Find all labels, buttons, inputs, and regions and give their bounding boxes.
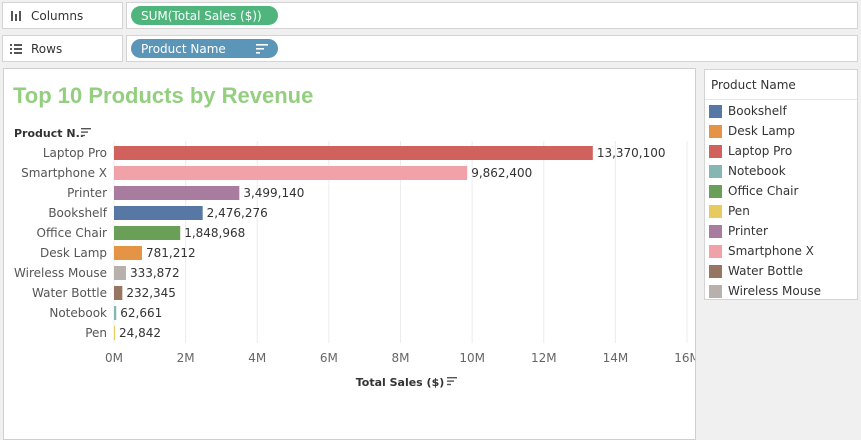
legend-item[interactable]: Wireless Mouse [709, 283, 821, 299]
value-label: 2,476,276 [207, 206, 268, 220]
bar[interactable] [114, 186, 240, 200]
bar[interactable] [114, 226, 181, 240]
value-label: 3,499,140 [243, 186, 304, 200]
rows-pill[interactable]: Product Name [131, 39, 278, 58]
bar[interactable] [114, 326, 115, 340]
category-label[interactable]: Smartphone X [21, 166, 107, 180]
x-tick-label: 2M [177, 351, 195, 365]
rows-shelf: Rows Product Name [0, 34, 861, 65]
x-axis-sort-icon[interactable] [447, 377, 457, 386]
bar[interactable] [114, 166, 468, 180]
value-label: 1,848,968 [184, 226, 245, 240]
x-tick-label: 8M [392, 351, 410, 365]
legend-item-label: Bookshelf [728, 104, 787, 118]
sort-descending-icon[interactable] [256, 44, 268, 54]
legend-swatch [709, 224, 722, 238]
legend-item[interactable]: Printer [709, 223, 768, 239]
category-label[interactable]: Water Bottle [32, 286, 107, 300]
legend-item-label: Smartphone X [728, 244, 814, 258]
legend-item[interactable]: Smartphone X [709, 243, 814, 259]
category-label[interactable]: Laptop Pro [43, 146, 107, 160]
x-tick-label: 12M [531, 351, 557, 365]
legend-item[interactable]: Desk Lamp [709, 123, 795, 139]
columns-shelf: Columns SUM(Total Sales ($)) [0, 0, 861, 31]
legend-swatch [709, 124, 722, 138]
legend-item-label: Notebook [728, 164, 786, 178]
legend-title: Product Name [711, 78, 796, 92]
x-tick-label: 16M [674, 351, 695, 365]
category-label[interactable]: Bookshelf [48, 206, 107, 220]
chart-title: Top 10 Products by Revenue [13, 83, 314, 108]
x-tick-label: 14M [603, 351, 629, 365]
category-label[interactable]: Pen [85, 326, 107, 340]
columns-pill[interactable]: SUM(Total Sales ($)) [131, 6, 278, 25]
columns-icon [11, 10, 21, 21]
legend-item[interactable]: Office Chair [709, 183, 798, 199]
value-label: 781,212 [146, 246, 196, 260]
value-label: 24,842 [119, 326, 161, 340]
category-label[interactable]: Office Chair [37, 226, 108, 240]
category-label[interactable]: Notebook [49, 306, 107, 320]
columns-drop-zone[interactable]: SUM(Total Sales ($)) [126, 2, 858, 29]
legend-item-label: Water Bottle [728, 264, 803, 278]
x-axis-title[interactable]: Total Sales ($) [356, 376, 445, 389]
y-axis-sort-icon[interactable] [81, 128, 91, 137]
category-label[interactable]: Printer [67, 186, 107, 200]
legend-item-label: Pen [728, 204, 750, 218]
legend-swatch [709, 264, 722, 278]
columns-pill-text: SUM(Total Sales ($)) [141, 8, 262, 23]
rows-drop-zone[interactable]: Product Name [126, 35, 858, 62]
x-tick-label: 10M [459, 351, 485, 365]
legend-item[interactable]: Bookshelf [709, 103, 787, 119]
x-tick-label: 6M [320, 351, 338, 365]
legend-divider [705, 99, 857, 100]
x-tick-label: 4M [248, 351, 266, 365]
legend-item[interactable]: Water Bottle [709, 263, 803, 279]
legend-item[interactable]: Notebook [709, 163, 786, 179]
value-label: 232,345 [126, 286, 176, 300]
y-axis-title[interactable]: Product N.. [14, 127, 84, 140]
legend-swatch [709, 104, 722, 118]
legend-item-label: Laptop Pro [728, 144, 793, 158]
legend-swatch [709, 144, 722, 158]
rows-icon [10, 43, 22, 54]
category-label[interactable]: Desk Lamp [40, 246, 107, 260]
bar[interactable] [114, 266, 126, 280]
legend-item-label: Wireless Mouse [728, 284, 821, 298]
value-label: 333,872 [130, 266, 180, 280]
color-legend: Product Name Bookshelf Desk Lamp Laptop Pr… [704, 69, 858, 300]
legend-swatch [709, 244, 722, 258]
bar[interactable] [114, 206, 203, 220]
legend-item[interactable]: Pen [709, 203, 750, 219]
legend-swatch [709, 204, 722, 218]
legend-item-label: Printer [728, 224, 768, 238]
columns-shelf-label: Columns [2, 2, 123, 29]
bar[interactable] [114, 306, 117, 320]
bar[interactable] [114, 246, 142, 260]
bar[interactable] [114, 146, 593, 160]
chart-pane: Top 10 Products by Revenue 0M 2M 4M 6M 8M 10M… [3, 68, 696, 440]
value-label: 62,661 [120, 306, 162, 320]
legend-item-label: Office Chair [728, 184, 799, 198]
columns-label-text: Columns [31, 8, 84, 23]
rows-shelf-label: Rows [2, 35, 123, 62]
value-label: 13,370,100 [597, 146, 666, 160]
bar[interactable] [114, 286, 123, 300]
legend-item-label: Desk Lamp [728, 124, 795, 138]
category-label[interactable]: Wireless Mouse [14, 266, 107, 280]
value-label: 9,862,400 [471, 166, 532, 180]
x-tick-label: 0M [105, 351, 123, 365]
legend-swatch [709, 284, 722, 298]
rows-pill-text: Product Name [141, 41, 226, 56]
legend-swatch [709, 164, 722, 178]
bar-chart: 0M 2M 4M 6M 8M 10M 12M 14M 16M Laptop Pro 13,370,… [14, 127, 695, 389]
legend-item[interactable]: Laptop Pro [709, 143, 792, 159]
legend-swatch [709, 184, 722, 198]
rows-label-text: Rows [31, 41, 63, 56]
